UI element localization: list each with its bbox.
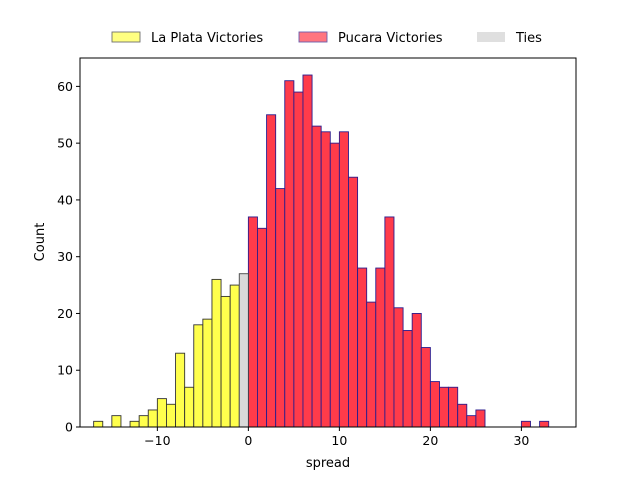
bar-pucara-victories-4 [284,80,295,428]
bar-la-plata-victories-5 [138,415,149,428]
legend-label-2: Ties [515,31,542,46]
bar-pucara-victories-19 [420,347,431,428]
bar-pucara-victories-9 [329,142,340,428]
bar-la-plata-victories-13 [211,278,222,428]
bar-la-plata-victories-8 [166,403,177,428]
y-tick-label-4: 40 [57,192,73,207]
bar-pucara-victories-18 [411,313,422,428]
legend-swatch-2 [477,32,505,42]
x-axis-label: spread [306,456,350,471]
bar-la-plata-victories-7 [156,398,167,428]
bar-pucara-victories-23 [457,403,468,428]
bars-layer [93,74,550,428]
bar-la-plata-victories-4 [129,420,140,428]
y-axis-label: Count [33,223,48,262]
bar-pucara-victories-10 [338,131,349,428]
bar-pucara-victories-22 [448,386,459,428]
bar-la-plata-victories-10 [184,386,195,428]
y-tick-label-6: 60 [57,79,73,94]
bar-la-plata-victories-0 [93,420,104,428]
bar-pucara-victories-0 [247,216,258,428]
legend-swatch-0 [111,31,141,43]
y-tick-label-3: 30 [57,249,73,264]
bar-pucara-victories-20 [429,381,440,428]
x-tick-label-0: −10 [144,433,170,448]
bar-pucara-victories-2 [266,114,277,428]
bar-pucara-victories-13 [366,301,377,428]
bar-la-plata-victories-9 [175,352,186,428]
bar-la-plata-victories-2 [111,415,122,428]
y-axis: 0 10 20 30 40 50 60 [57,79,80,435]
bar-la-plata-victories-14 [220,295,231,428]
x-tick-label-4: 30 [513,433,529,448]
bar-pucara-victories-5 [293,91,304,428]
bar-la-plata-victories-15 [229,284,240,428]
bar-pucara-victories-27 [539,420,550,428]
bar-la-plata-victories-12 [202,318,213,428]
y-tick-label-1: 10 [57,363,73,378]
bar-pucara-victories-8 [320,131,331,428]
x-tick-label-1: 0 [244,433,252,448]
bar-pucara-victories-25 [475,409,486,428]
legend: La Plata Victories Pucara Victories Ties [111,31,542,46]
bar-la-plata-victories-6 [147,409,158,428]
legend-swatch-1 [298,31,328,43]
bar-pucara-victories-3 [275,188,286,428]
x-tick-label-2: 10 [331,433,347,448]
plot-frame [79,57,577,428]
y-tick-label-5: 50 [57,136,73,151]
bar-pucara-victories-14 [375,267,386,428]
bar-pucara-victories-15 [384,216,395,428]
legend-label-0: La Plata Victories [151,31,263,46]
bar-pucara-victories-7 [311,125,322,428]
bar-pucara-victories-17 [402,330,413,428]
y-tick-label-0: 0 [65,420,73,435]
bar-pucara-victories-16 [393,307,404,428]
bar-ties-0 [238,273,249,428]
y-tick-label-2: 20 [57,306,73,321]
bar-pucara-victories-24 [466,415,477,428]
legend-label-1: Pucara Victories [338,31,443,46]
bar-pucara-victories-6 [302,74,313,428]
bar-pucara-victories-26 [520,420,531,428]
bar-pucara-victories-12 [357,267,368,428]
bar-la-plata-victories-11 [193,324,204,428]
x-axis: −10 0 10 20 30 [144,427,529,448]
x-tick-label-3: 20 [422,433,438,448]
bar-pucara-victories-11 [348,176,359,428]
bar-pucara-victories-1 [257,227,268,428]
bar-pucara-victories-21 [439,386,450,428]
